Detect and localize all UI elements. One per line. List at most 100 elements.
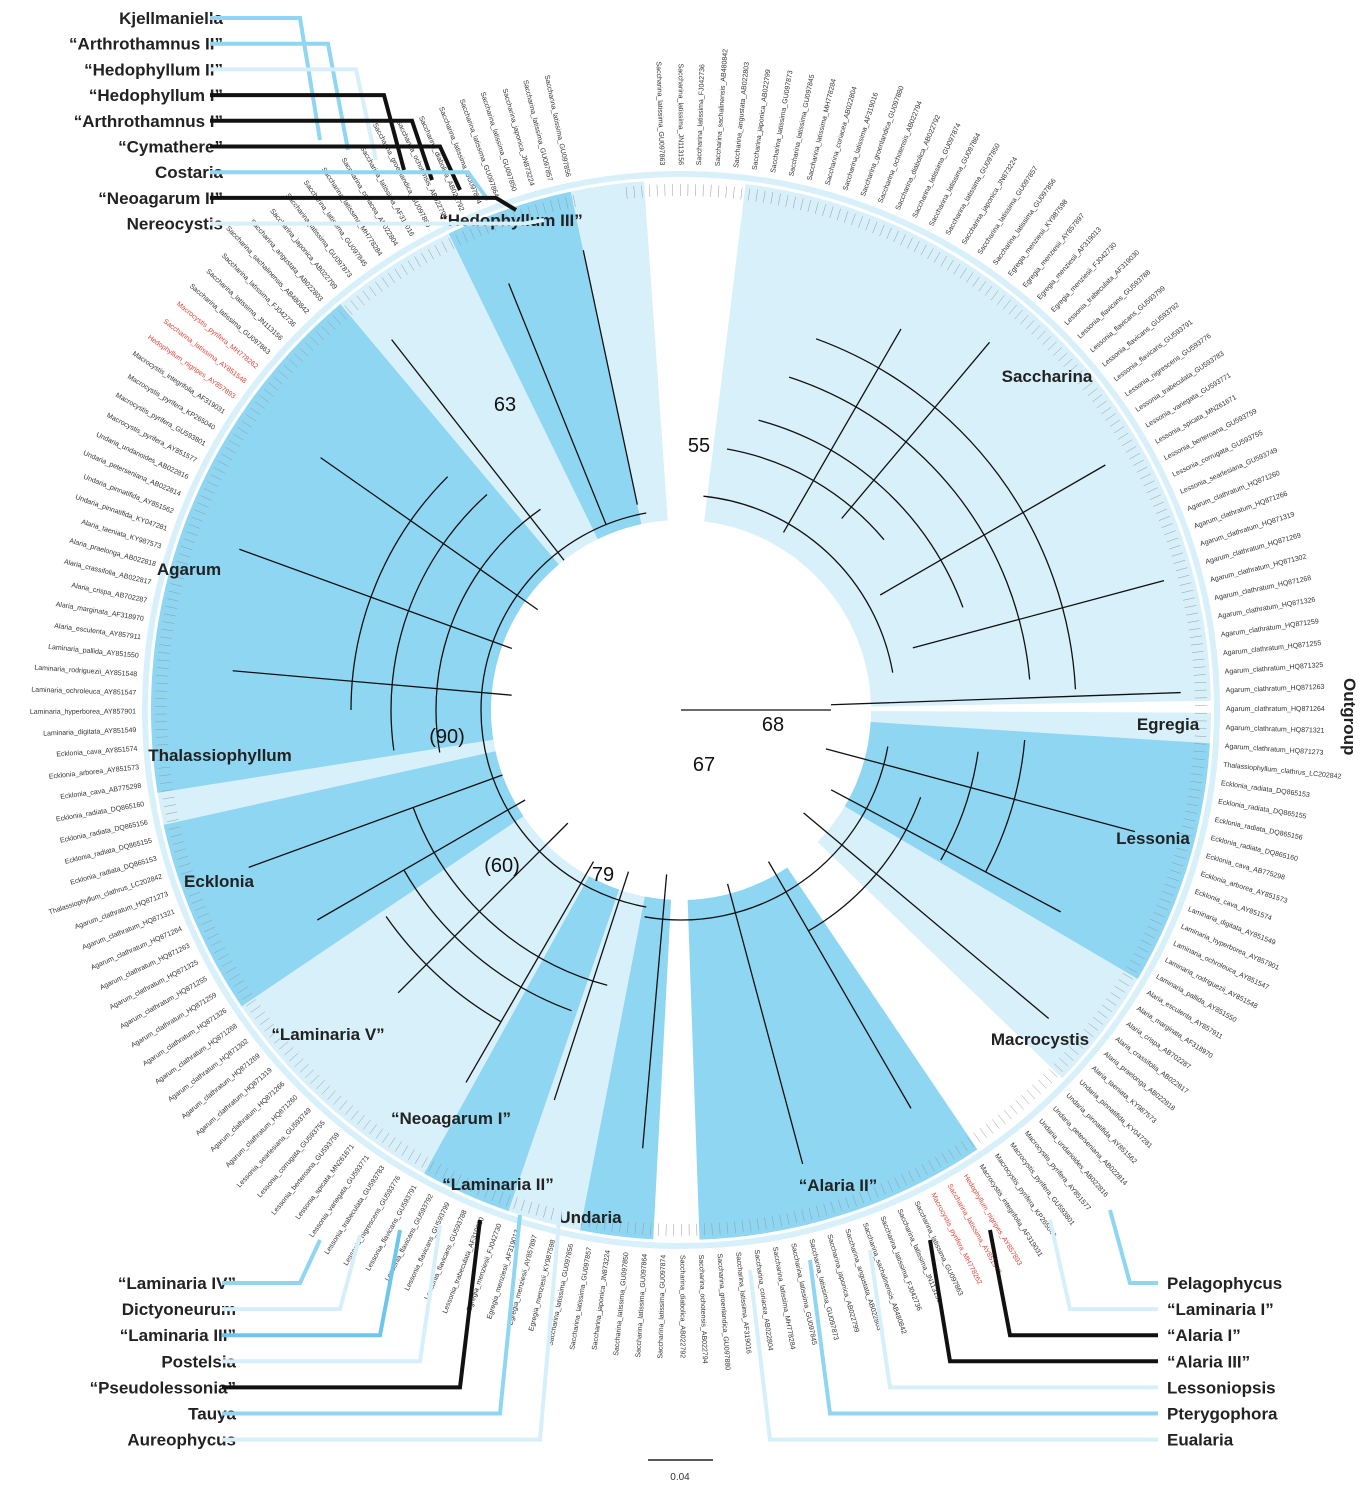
tip-label: Saccharina_latissima_JN113156	[896, 1208, 943, 1304]
tip-tick	[1193, 666, 1206, 669]
tip-tick	[1002, 299, 1011, 310]
tip-tick	[188, 524, 201, 529]
tip-tick	[1181, 589, 1194, 594]
tip-tick	[181, 870, 193, 875]
tip-tick	[865, 219, 871, 231]
clade-band	[241, 816, 589, 1174]
tip-tick	[221, 453, 233, 460]
branch-line	[508, 283, 607, 525]
legend-leader	[210, 118, 434, 181]
branch-line	[465, 861, 595, 1083]
tip-tick	[596, 1217, 599, 1230]
tip-tick	[858, 216, 863, 228]
tip-tick	[1069, 1046, 1079, 1055]
tip-tick	[469, 228, 475, 240]
tip-tick	[611, 1219, 614, 1232]
legend-label: Pelagophycus	[1167, 1274, 1282, 1293]
support-value: (90)	[429, 726, 465, 748]
tip-tick	[1059, 1057, 1069, 1067]
tip-tick	[748, 188, 751, 201]
tip-tick	[550, 1207, 555, 1220]
branch-arc	[385, 916, 502, 1023]
clade-bands	[142, 171, 1220, 1249]
legend-leader	[210, 170, 490, 202]
branch-arc	[815, 338, 1077, 690]
tip-tick	[294, 1058, 304, 1067]
support-value: 55	[688, 435, 710, 457]
tip-tick	[264, 1023, 275, 1032]
tip-tick	[1073, 370, 1083, 379]
branch-line	[642, 874, 668, 1149]
legend-label: “Laminaria I”	[1167, 1300, 1274, 1319]
tip-tick	[321, 1085, 331, 1095]
tip-tick	[550, 200, 554, 213]
tip-tick	[160, 636, 173, 639]
tip-tick	[626, 1221, 629, 1234]
tip-tick	[381, 277, 389, 288]
tip-tick	[156, 744, 169, 746]
tip-tick	[217, 460, 229, 467]
tip-tick	[250, 1005, 261, 1013]
tip-tick	[1193, 674, 1206, 676]
tip-tick	[619, 1220, 622, 1233]
tip-tick	[1074, 1040, 1084, 1049]
tip-tick	[1008, 304, 1017, 315]
tip-tick	[836, 208, 841, 221]
tip-tick	[363, 1119, 371, 1130]
tip-tick	[991, 1119, 1000, 1129]
tip-tick	[800, 198, 804, 211]
tip-tick	[462, 1177, 469, 1189]
tip-tick	[284, 1047, 294, 1056]
tip-tick	[972, 276, 980, 287]
tip-tick	[1153, 912, 1165, 918]
legend-label: Aureophycus	[127, 1431, 236, 1450]
tip-label: Ecklonia_cava_AY851574	[56, 746, 138, 759]
clade-label: Ecklonia	[184, 872, 254, 891]
tip-tick	[1129, 452, 1141, 460]
outgroup-label: Outgroup	[1340, 678, 1359, 755]
tip-tick	[289, 1052, 299, 1062]
tip-tick	[388, 272, 396, 284]
clade-label: “Alaria II”	[799, 1176, 877, 1195]
tip-tick	[1173, 855, 1186, 859]
branch-arc	[412, 807, 608, 986]
tip-tick	[979, 1128, 988, 1139]
tip-label: Alaria_crispa_AB702287	[71, 582, 148, 604]
tip-tick	[1191, 765, 1204, 768]
legend-label: Lessoniopsis	[1167, 1378, 1276, 1397]
tip-label: Saccharina_ochotensis_AB022794	[878, 100, 924, 204]
tip-label: Ecklonia_cava_AB775298	[60, 783, 142, 801]
tip-tick	[1176, 847, 1188, 852]
clade-band	[150, 303, 559, 793]
tip-tick	[565, 1211, 569, 1224]
tip-tick	[421, 1157, 428, 1168]
clade-labels: “Hedophyllum III” Saccharina Egregia Lesson…	[148, 211, 1200, 1227]
branch-line	[239, 548, 513, 650]
tip-label: Saccharina_angustata_AB022803	[733, 62, 751, 169]
branch-line	[803, 812, 1050, 1020]
legend-leader	[222, 1219, 482, 1390]
legend-leader	[1048, 1219, 1158, 1312]
tip-tick	[455, 1174, 462, 1186]
scale-bar-label: 0.04	[670, 1472, 690, 1483]
tip-tick	[158, 766, 171, 769]
tip-tick	[221, 960, 233, 967]
tip-tick	[1087, 388, 1098, 397]
tip-tick	[316, 1080, 325, 1090]
tip-tick	[217, 953, 229, 960]
tip-tick	[401, 264, 408, 275]
tip-label: Saccharina_latissima_GU097857	[569, 1247, 593, 1351]
tip-tick	[1188, 788, 1201, 791]
tip-tick	[1171, 552, 1184, 557]
legend-label: Postelsia	[161, 1352, 236, 1371]
tip-tick	[448, 237, 455, 249]
tip-tick	[333, 1095, 342, 1105]
tree-branches	[232, 250, 1181, 1165]
clade-band	[163, 751, 524, 1007]
tip-tick	[1194, 735, 1207, 737]
tip-tick	[225, 446, 236, 454]
tip-tick	[1191, 651, 1204, 653]
tip-tick	[283, 364, 294, 374]
legend-label: “Laminaria IV”	[118, 1274, 236, 1293]
tip-tick	[822, 204, 827, 216]
